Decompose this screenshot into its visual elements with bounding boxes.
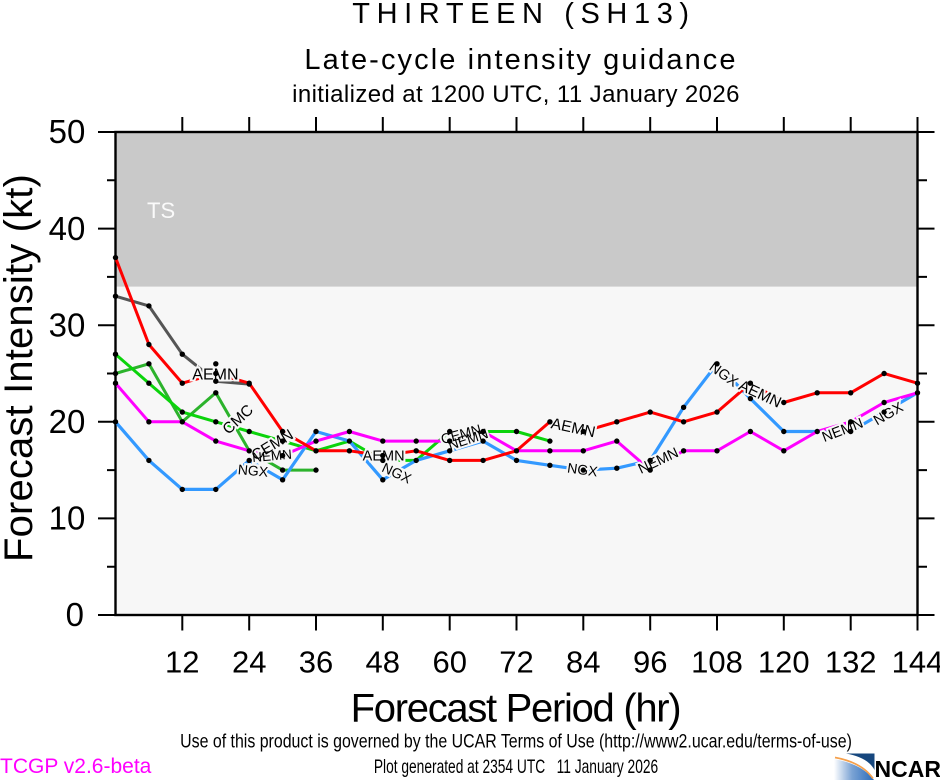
svg-text:Forecast Period (hr): Forecast Period (hr) (351, 687, 681, 731)
svg-text:20: 20 (49, 403, 86, 440)
svg-text:NGX: NGX (237, 461, 269, 480)
svg-text:132: 132 (825, 645, 877, 680)
svg-text:NEMN: NEMN (252, 447, 293, 465)
svg-text:144: 144 (892, 645, 940, 680)
svg-text:84: 84 (566, 645, 600, 680)
svg-text:Forecast Intensity (kt): Forecast Intensity (kt) (0, 174, 41, 562)
svg-text:initialized at 1200 UTC, 11 Ja: initialized at 1200 UTC, 11 January 2026 (292, 81, 740, 108)
svg-text:12: 12 (165, 645, 199, 680)
svg-text:60: 60 (432, 645, 466, 680)
svg-text:TS: TS (147, 198, 175, 223)
svg-text:50: 50 (49, 113, 86, 150)
svg-text:72: 72 (499, 645, 533, 680)
svg-text:24: 24 (232, 645, 266, 680)
svg-text:NEMN: NEMN (252, 447, 293, 465)
svg-text:Use of this product is governe: Use of this product is governed by the U… (180, 730, 852, 752)
svg-text:108: 108 (691, 645, 743, 680)
svg-text:40: 40 (49, 210, 86, 247)
svg-text:Plot generated at 2354 UTC 1: Plot generated at 2354 UTC 11 January 20… (374, 756, 658, 778)
svg-text:36: 36 (299, 645, 333, 680)
svg-text:120: 120 (758, 645, 810, 680)
svg-text:THIRTEEN (SH13): THIRTEEN (SH13) (352, 0, 695, 30)
svg-text:96: 96 (633, 645, 667, 680)
svg-text:30: 30 (49, 306, 86, 343)
svg-text:Late-cycle intensity guidance: Late-cycle intensity guidance (304, 44, 737, 76)
svg-text:10: 10 (49, 500, 86, 537)
svg-text:0: 0 (66, 596, 84, 633)
svg-text:NCAR: NCAR (875, 756, 940, 780)
svg-text:NGX: NGX (237, 461, 269, 480)
svg-text:TCGP v2.6-beta: TCGP v2.6-beta (0, 755, 152, 778)
svg-text:48: 48 (366, 645, 400, 680)
